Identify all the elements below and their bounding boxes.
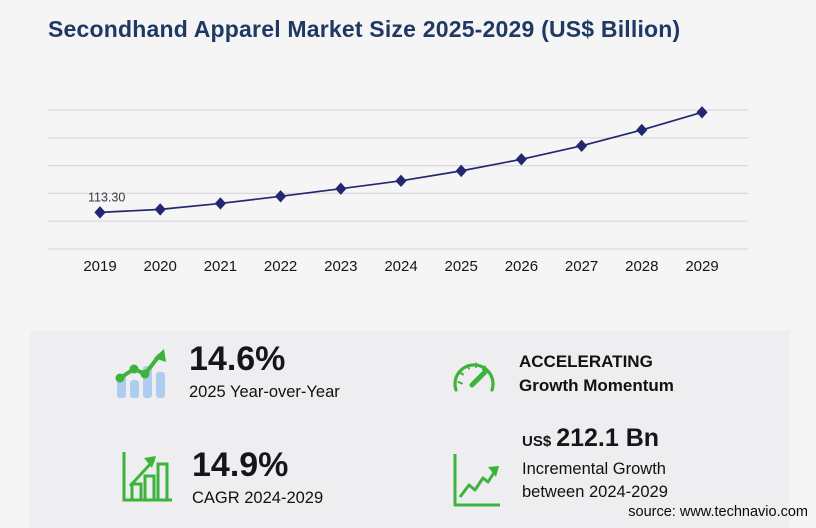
incremental-label-line1: Incremental Growth: [522, 460, 666, 478]
data-point-marker: [636, 123, 648, 137]
data-point-marker: [275, 190, 287, 203]
yoy-label: 2025 Year-over-Year: [189, 383, 340, 401]
data-point-marker: [576, 139, 588, 152]
x-axis-label: 2025: [445, 258, 478, 275]
stat-cagr: 14.9% CAGR 2024-2029: [118, 448, 323, 511]
page-title: Secondhand Apparel Market Size 2025-2029…: [48, 16, 681, 42]
first-point-data-label: 113.30: [88, 190, 125, 204]
x-axis-label: 2024: [384, 258, 417, 275]
cagr-label: CAGR 2024-2029: [192, 489, 324, 507]
incremental-currency: US$: [522, 433, 552, 450]
stat-momentum: ACCELERATING Growth Momentum: [449, 350, 674, 403]
x-axis-label: 2028: [625, 258, 658, 275]
x-axis-label: 2023: [324, 258, 357, 275]
data-point-marker: [515, 153, 527, 166]
momentum-line2: Growth Momentum: [519, 375, 674, 395]
bar-trend-icon: [113, 342, 173, 405]
x-axis-label: 2026: [505, 258, 538, 275]
x-axis-label: 2019: [83, 258, 116, 275]
x-axis-label: 2027: [565, 258, 598, 275]
data-point-marker: [94, 206, 106, 219]
incremental-value-row: US$ 212.1 Bn: [522, 424, 668, 453]
data-point-marker: [455, 164, 467, 178]
x-axis-label: 2021: [204, 258, 237, 275]
stat-yoy: 14.6% 2025 Year-over-Year: [113, 342, 340, 405]
momentum-line1: ACCELERATING: [519, 352, 653, 371]
data-point-marker: [335, 182, 347, 195]
x-axis-label: 2022: [264, 258, 297, 275]
data-point-marker: [696, 106, 708, 119]
cagr-value: 14.9%: [192, 446, 289, 484]
incremental-label-line2: between 2024-2029: [522, 482, 668, 501]
data-point-marker: [214, 197, 226, 210]
data-point-marker: [395, 174, 407, 188]
x-axis-label: 2020: [144, 258, 177, 275]
line-chart-svg: 2019 2020 2021 2022 2023 2024 2025 2026 2027 2028…: [48, 106, 748, 275]
x-axis-label: 2029: [685, 258, 718, 275]
stats-panel: 14.6% 2025 Year-over-Year ACCELERATING G…: [30, 330, 790, 528]
source-credit: source: www.technavio.com: [628, 504, 808, 520]
bar-chart-growth-icon: [118, 448, 176, 511]
stat-incremental: US$ 212.1 Bn Incremental Growth between 2…: [452, 424, 668, 513]
incremental-value: 212.1 Bn: [556, 424, 660, 452]
market-size-line-chart: 2019 2020 2021 2022 2023 2024 2025 2026 2027 2028…: [48, 88, 748, 280]
market-size-line: [99, 111, 703, 214]
line-growth-axis-icon: [452, 452, 502, 513]
yoy-value: 14.6%: [189, 340, 286, 378]
data-point-marker: [154, 203, 166, 216]
speedometer-icon: [449, 354, 499, 403]
